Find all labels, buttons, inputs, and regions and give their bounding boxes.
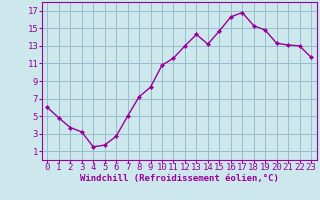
X-axis label: Windchill (Refroidissement éolien,°C): Windchill (Refroidissement éolien,°C) xyxy=(80,174,279,183)
